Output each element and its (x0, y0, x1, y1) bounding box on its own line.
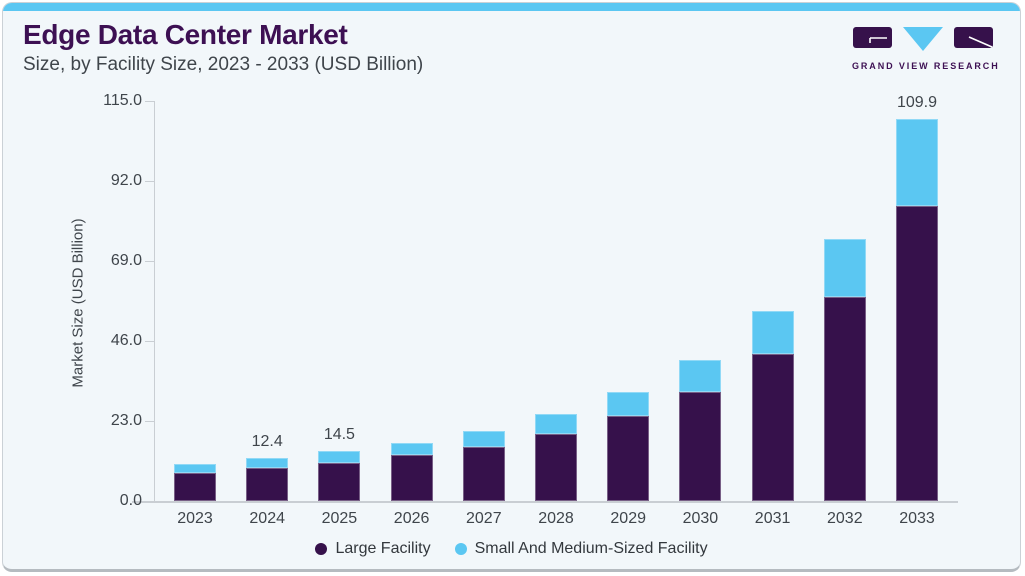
x-tick-label: 2027 (466, 510, 502, 527)
bar-segment-large (896, 205, 938, 501)
x-tick-label: 2032 (827, 510, 863, 527)
brand-name: GRAND VIEW RESEARCH (852, 61, 1000, 71)
legend-item: Large Facility (315, 540, 431, 558)
x-tick-label: 2029 (610, 510, 646, 527)
y-tick (145, 420, 154, 422)
bar-segment-small (462, 430, 505, 447)
bar-segment-small (607, 391, 650, 417)
bar-total-label: 12.4 (251, 432, 283, 450)
x-axis-line (132, 501, 958, 503)
x-tick-label: 2028 (538, 510, 574, 527)
bar-total-label: 109.9 (896, 93, 938, 111)
bar-segment-large (679, 391, 722, 501)
y-tick-label: 92.0 (110, 172, 142, 189)
page-subtitle: Size, by Facility Size, 2023 - 2033 (USD… (23, 54, 424, 76)
bar-segment-small (535, 413, 577, 434)
legend-swatch (454, 543, 467, 555)
bar-segment-small (318, 450, 361, 463)
x-tick-label: 2026 (393, 510, 430, 527)
bar-segment-small (896, 118, 938, 206)
bar-segment-large (607, 416, 650, 501)
x-tick-label: 2031 (754, 510, 791, 527)
y-tick-label: 23.0 (110, 412, 142, 429)
y-tick (145, 100, 154, 102)
y-tick-label: 0.0 (119, 492, 142, 509)
legend-swatch (315, 543, 328, 555)
legend-label: Large Facility (335, 540, 431, 557)
bar-segment-small (390, 442, 433, 456)
bar-segment-large (535, 433, 577, 501)
bar-segment-large (318, 462, 361, 501)
y-tick-label: 115.0 (103, 92, 142, 109)
bar-total-label: 14.5 (323, 425, 355, 443)
y-tick-label: 69.0 (110, 252, 142, 269)
y-tick (145, 340, 154, 342)
brand-logo: GRAND VIEW RESEARCH (852, 27, 1000, 71)
y-axis-title: Market Size (USD Billion) (69, 218, 87, 388)
bar-segment-small (679, 359, 722, 392)
gvr-logo-icon (853, 27, 993, 51)
x-tick-label: 2025 (321, 510, 358, 527)
legend: Large Facility Small And Medium-Sized Fac… (3, 540, 1020, 558)
y-tick (145, 180, 154, 182)
bar-segment-large (823, 297, 866, 501)
bar-segment-small (823, 238, 866, 298)
y-tick-label: 46.0 (110, 332, 142, 349)
x-tick-label: 2030 (682, 510, 719, 527)
y-tick (145, 500, 154, 502)
bar-segment-small (246, 457, 289, 468)
y-tick (145, 260, 154, 262)
page-title: Edge Data Center Market (23, 19, 348, 50)
legend-item: Small And Medium-Sized Facility (454, 540, 708, 558)
bar-segment-large (462, 446, 505, 501)
bar-segment-large (174, 473, 216, 501)
bar-segment-large (246, 467, 289, 501)
bar-segment-small (751, 311, 794, 354)
bar-segment-large (751, 353, 794, 501)
y-axis-line (154, 101, 155, 501)
bar-segment-large (390, 455, 433, 501)
bar-segment-small (174, 464, 216, 474)
x-tick-label: 2024 (249, 510, 285, 527)
legend-label: Small And Medium-Sized Facility (474, 540, 708, 557)
top-accent-bar (3, 3, 1020, 11)
plot-area: Market Size (USD Billion) 115.0 92.0 69.0 4… (3, 3, 1020, 569)
chart-header: Edge Data Center Market Size, by Facilit… (23, 19, 423, 76)
x-tick-label: 2033 (899, 510, 935, 527)
x-tick-label: 2023 (177, 510, 213, 527)
